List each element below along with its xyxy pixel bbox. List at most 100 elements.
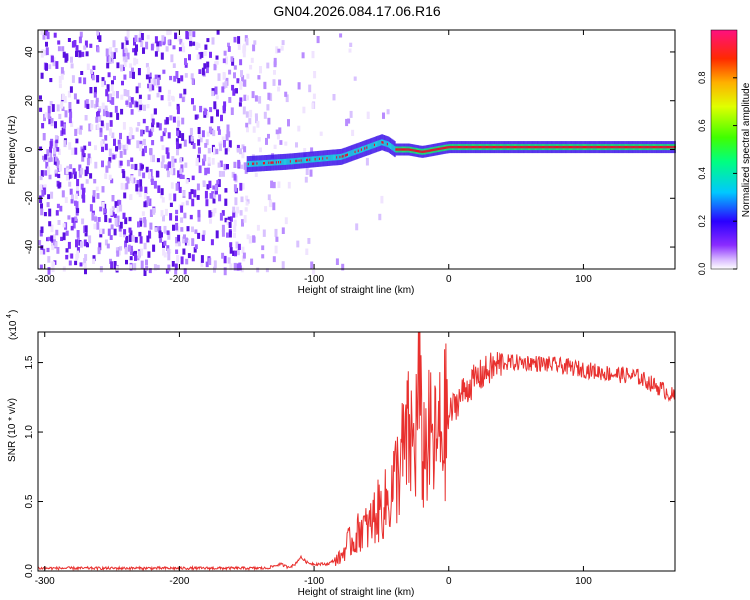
heatmap-cell (167, 231, 171, 240)
heatmap-cell (101, 228, 105, 234)
heatmap-cell (125, 259, 128, 265)
heatmap-cell (160, 232, 163, 238)
heatmap-cell (264, 206, 268, 212)
snr-frame (37, 331, 676, 572)
ridge-core (641, 145, 643, 149)
ridge-mid (246, 161, 249, 168)
heatmap-cell (386, 109, 390, 115)
heatmap-cell (62, 123, 66, 129)
x-tick-label: 100 (575, 274, 592, 285)
heatmap-cell (196, 183, 200, 191)
heatmap-cell (266, 62, 270, 69)
ridge-mid (330, 154, 333, 161)
ridge-mid (308, 156, 310, 163)
heatmap-cell (43, 212, 47, 217)
spectrogram-heatmap (38, 30, 676, 276)
ridge-core (461, 145, 463, 149)
heatmap-cell (75, 45, 79, 53)
heatmap-cell (204, 190, 208, 199)
heatmap-cell (67, 90, 71, 98)
ridge-core (621, 145, 624, 149)
heatmap-cell (119, 132, 122, 140)
heatmap-cell (133, 57, 137, 66)
heatmap-cell (126, 52, 130, 60)
heatmap-cell (225, 56, 228, 65)
ridge-core (663, 145, 666, 149)
heatmap-cell (49, 101, 53, 106)
heatmap-cell (136, 188, 140, 195)
heatmap-cell (277, 86, 281, 92)
heatmap-cell (125, 176, 129, 181)
heatmap-cell (115, 265, 119, 271)
heatmap-cell (167, 264, 171, 272)
heatmap-cell (212, 185, 216, 190)
heatmap-cell (66, 165, 70, 171)
ridge-mid (355, 148, 357, 155)
ridge-core (425, 150, 427, 153)
heatmap-cell (200, 51, 204, 58)
heatmap-cell (119, 246, 123, 251)
heatmap-cell (185, 31, 189, 39)
heatmap-cell (114, 48, 118, 53)
heatmap-cell (104, 173, 108, 179)
heatmap-cell (139, 179, 143, 187)
ridge-core (604, 145, 606, 149)
ridge-core (443, 146, 446, 150)
heatmap-cell (52, 239, 56, 246)
snr-x-axis-label: Height of straight line (km) (298, 587, 415, 598)
heatmap-cell (75, 50, 78, 57)
ridge-mid (378, 140, 380, 147)
heatmap-cell (164, 164, 168, 169)
heatmap-cell (345, 118, 349, 127)
heatmap-cell (129, 245, 133, 253)
heatmap-cell (160, 52, 164, 60)
ridge-core (595, 145, 598, 149)
heatmap-cell (213, 63, 217, 71)
ridge-core (576, 145, 578, 149)
heatmap-cell (106, 54, 110, 62)
heatmap-cell (150, 178, 154, 185)
ridge-mid (279, 159, 281, 166)
heatmap-cell (188, 135, 192, 144)
ridge-core (669, 145, 671, 149)
heatmap-cell (213, 146, 216, 155)
heatmap-cell (206, 184, 210, 190)
heatmap-cell (201, 67, 205, 76)
heatmap-cell (139, 236, 143, 244)
ridge-core (525, 145, 528, 149)
ridge-core (566, 145, 569, 149)
heatmap-cell (46, 31, 50, 40)
heatmap-cell (129, 102, 133, 108)
heatmap-cell (73, 171, 77, 179)
heatmap-cell (167, 89, 171, 95)
heatmap-cell (213, 260, 217, 269)
heatmap-cell (48, 208, 52, 217)
heatmap-cell (197, 209, 201, 218)
ridge-mid (377, 140, 379, 147)
ridge-core (462, 145, 464, 149)
ridge-core (507, 145, 509, 149)
heatmap-cell (254, 95, 258, 102)
y-tick-label: 0 (24, 146, 35, 152)
heatmap-cell (92, 258, 95, 264)
ridge-core (553, 145, 556, 149)
heatmap-cell (74, 128, 78, 136)
ridge-mid (325, 155, 327, 162)
heatmap-cell (239, 182, 243, 191)
heatmap-cell (160, 135, 164, 142)
heatmap-cell (277, 181, 281, 188)
heatmap-cell (79, 31, 83, 38)
heatmap-cell (46, 149, 50, 157)
ridge-core (640, 145, 642, 149)
ridge-core (610, 145, 613, 149)
ridge-mid (273, 159, 276, 166)
ridge-core (563, 145, 565, 149)
heatmap-cell (93, 92, 97, 98)
heatmap-cell (130, 157, 134, 162)
heatmap-cell (252, 126, 256, 133)
heatmap-cell (181, 133, 185, 141)
ridge-core (408, 148, 410, 151)
ridge-core (420, 150, 422, 153)
heatmap-cell (74, 200, 77, 206)
heatmap-cell (208, 210, 212, 218)
